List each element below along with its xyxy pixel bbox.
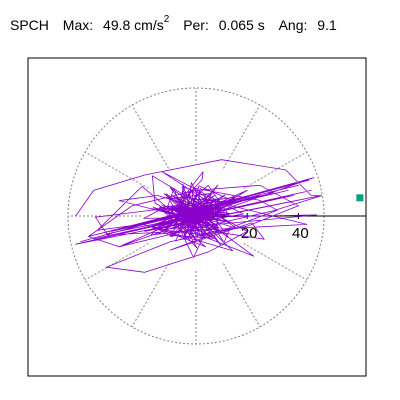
grid-spoke (243, 151, 308, 189)
max-unit-base: cm/s (134, 16, 164, 33)
ang-value: 9.1 (317, 16, 337, 33)
max-label: Max: (62, 16, 94, 33)
marker-layer (356, 194, 364, 202)
radial-tick-label: 40 (292, 225, 309, 242)
per-label: Per: (183, 16, 209, 33)
max-unit-exponent: 2 (163, 14, 170, 25)
grid-spoke (223, 263, 261, 328)
max-unit: cm/s2 (134, 12, 169, 35)
trace-layer (75, 159, 322, 273)
grid-spoke (223, 104, 261, 169)
ang-label: Ang: (278, 16, 308, 33)
peak-marker (356, 194, 364, 202)
plot-header: SPCH Max: 49.8 cm/s2 Per: 0.065 s Ang: 9… (10, 12, 337, 35)
per-value: 0.065 s (218, 16, 265, 33)
grid-spoke (131, 104, 169, 169)
series-line (75, 159, 322, 273)
plot-frame (27, 57, 367, 377)
grid-spoke (84, 151, 149, 189)
grid-spoke (243, 243, 308, 281)
max-value: 49.8 (103, 16, 131, 33)
grid-spoke (131, 263, 169, 328)
station-code: SPCH (10, 16, 49, 33)
grid-spoke (84, 243, 149, 281)
